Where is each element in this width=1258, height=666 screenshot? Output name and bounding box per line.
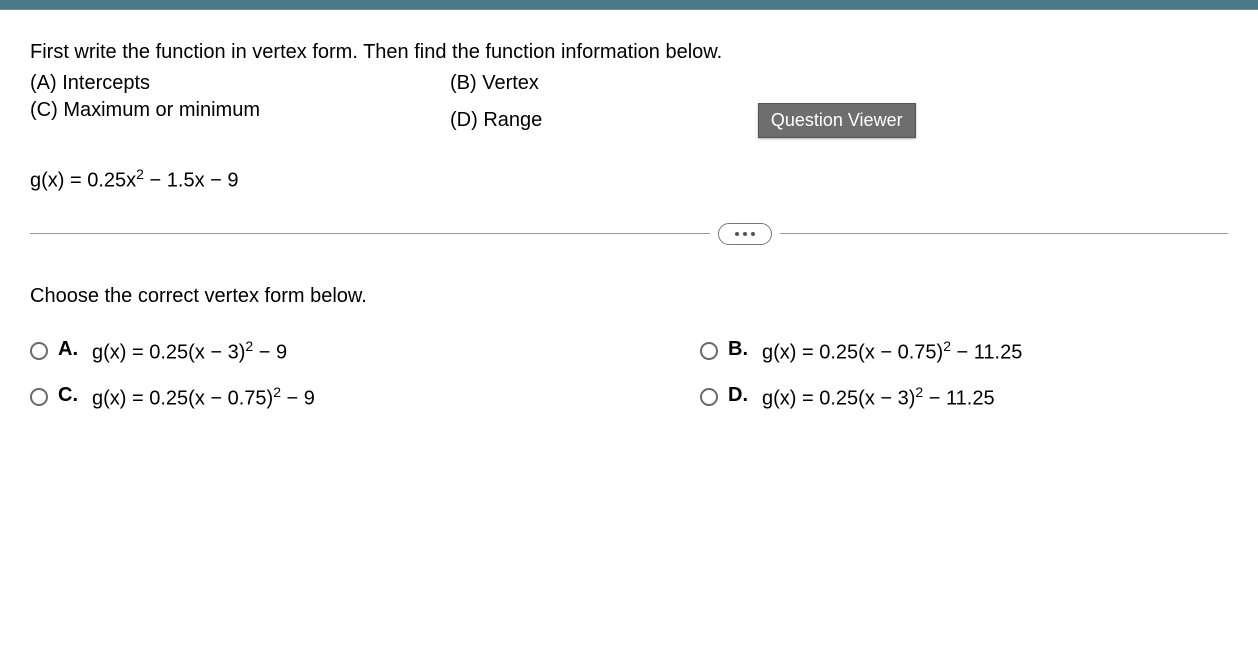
prompt-row-2: (C) Maximum or minimum (D) Range Questio…	[30, 99, 1228, 138]
question-viewer-button[interactable]: Question Viewer	[758, 103, 916, 138]
option-text-c: g(x) = 0.25(x − 0.75)2 − 9	[92, 384, 315, 411]
option-letter-b: B.	[728, 338, 752, 361]
function-equation: g(x) = 0.25x2 − 1.5x − 9	[30, 166, 1228, 193]
prompt-c: (C) Maximum or minimum	[30, 99, 450, 138]
prompt-d-wrapper: (D) Range Question Viewer	[450, 99, 1228, 138]
choose-prompt: Choose the correct vertex form below.	[30, 285, 1228, 308]
options-grid: A. g(x) = 0.25(x − 3)2 − 9 B. g(x) = 0.2…	[30, 338, 1228, 411]
top-bar	[0, 0, 1258, 10]
option-letter-a: A.	[58, 338, 82, 361]
divider-right	[780, 233, 1228, 234]
radio-d[interactable]	[700, 388, 718, 406]
option-letter-d: D.	[728, 384, 752, 407]
option-a[interactable]: A. g(x) = 0.25(x − 3)2 − 9	[30, 338, 700, 365]
option-d[interactable]: D. g(x) = 0.25(x − 3)2 − 11.25	[700, 384, 1228, 411]
option-b[interactable]: B. g(x) = 0.25(x − 0.75)2 − 11.25	[700, 338, 1228, 365]
dot-icon	[743, 232, 747, 236]
prompt-a: (A) Intercepts	[30, 72, 450, 95]
option-letter-c: C.	[58, 384, 82, 407]
question-content: First write the function in vertex form.…	[0, 10, 1258, 411]
expand-pill[interactable]	[718, 223, 772, 245]
dot-icon	[751, 232, 755, 236]
option-text-a: g(x) = 0.25(x − 3)2 − 9	[92, 338, 287, 365]
prompt-d: (D) Range	[450, 109, 542, 131]
radio-a[interactable]	[30, 342, 48, 360]
radio-c[interactable]	[30, 388, 48, 406]
radio-b[interactable]	[700, 342, 718, 360]
prompt-b: (B) Vertex	[450, 72, 1228, 95]
option-text-d: g(x) = 0.25(x − 3)2 − 11.25	[762, 384, 995, 411]
dot-icon	[735, 232, 739, 236]
divider	[30, 223, 1228, 245]
option-c[interactable]: C. g(x) = 0.25(x − 0.75)2 − 9	[30, 384, 700, 411]
prompt-line-1: First write the function in vertex form.…	[30, 38, 1228, 66]
divider-left	[30, 233, 710, 234]
prompt-row-1: (A) Intercepts (B) Vertex	[30, 72, 1228, 95]
option-text-b: g(x) = 0.25(x − 0.75)2 − 11.25	[762, 338, 1022, 365]
